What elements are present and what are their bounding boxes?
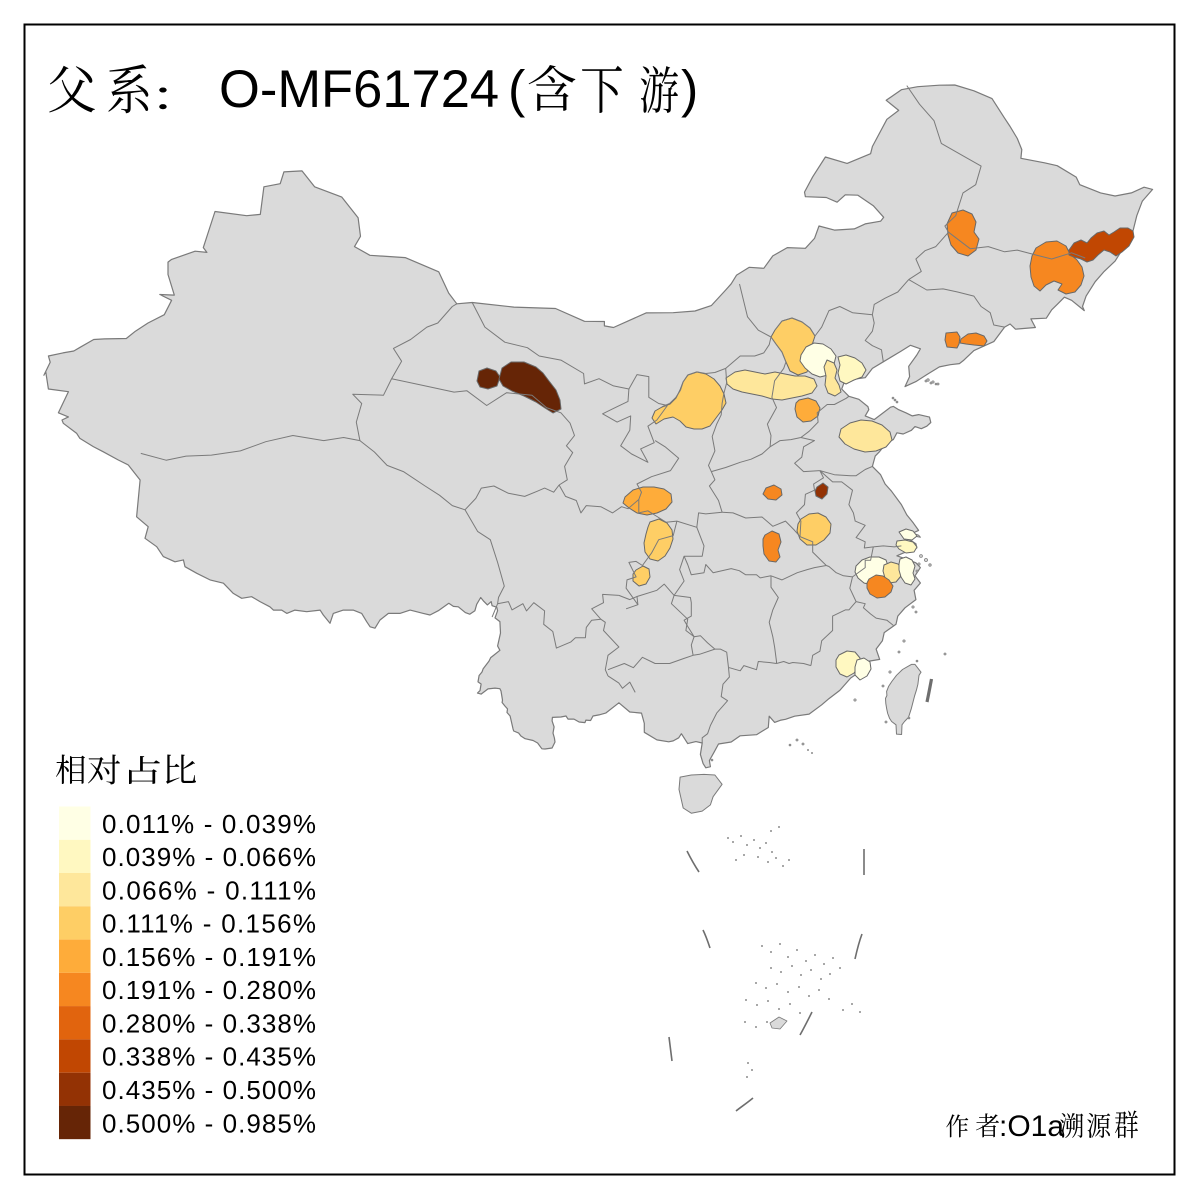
svg-text:0.011% - 0.039%: 0.011% - 0.039% — [102, 809, 316, 839]
svg-text:0.338% - 0.435%: 0.338% - 0.435% — [102, 1042, 316, 1072]
svg-text:O-MF61724: O-MF61724 — [219, 60, 499, 119]
svg-text:0.066% - 0.111%: 0.066% - 0.111% — [102, 875, 316, 905]
svg-text:0.280% - 0.338%: 0.280% - 0.338% — [102, 1009, 316, 1039]
svg-text:0.191% - 0.280%: 0.191% - 0.280% — [102, 975, 316, 1005]
svg-text:(: ( — [508, 61, 526, 119]
svg-text:0.111% - 0.156%: 0.111% - 0.156% — [102, 909, 316, 939]
svg-text:0.500% - 0.985%: 0.500% - 0.985% — [102, 1108, 316, 1138]
svg-text:): ) — [681, 61, 698, 119]
svg-text:0.039% - 0.066%: 0.039% - 0.066% — [102, 842, 316, 872]
svg-text:0.435% - 0.500%: 0.435% - 0.500% — [102, 1075, 316, 1105]
svg-text::O1a: :O1a — [999, 1110, 1064, 1143]
svg-text:0.156% - 0.191%: 0.156% - 0.191% — [102, 942, 316, 972]
